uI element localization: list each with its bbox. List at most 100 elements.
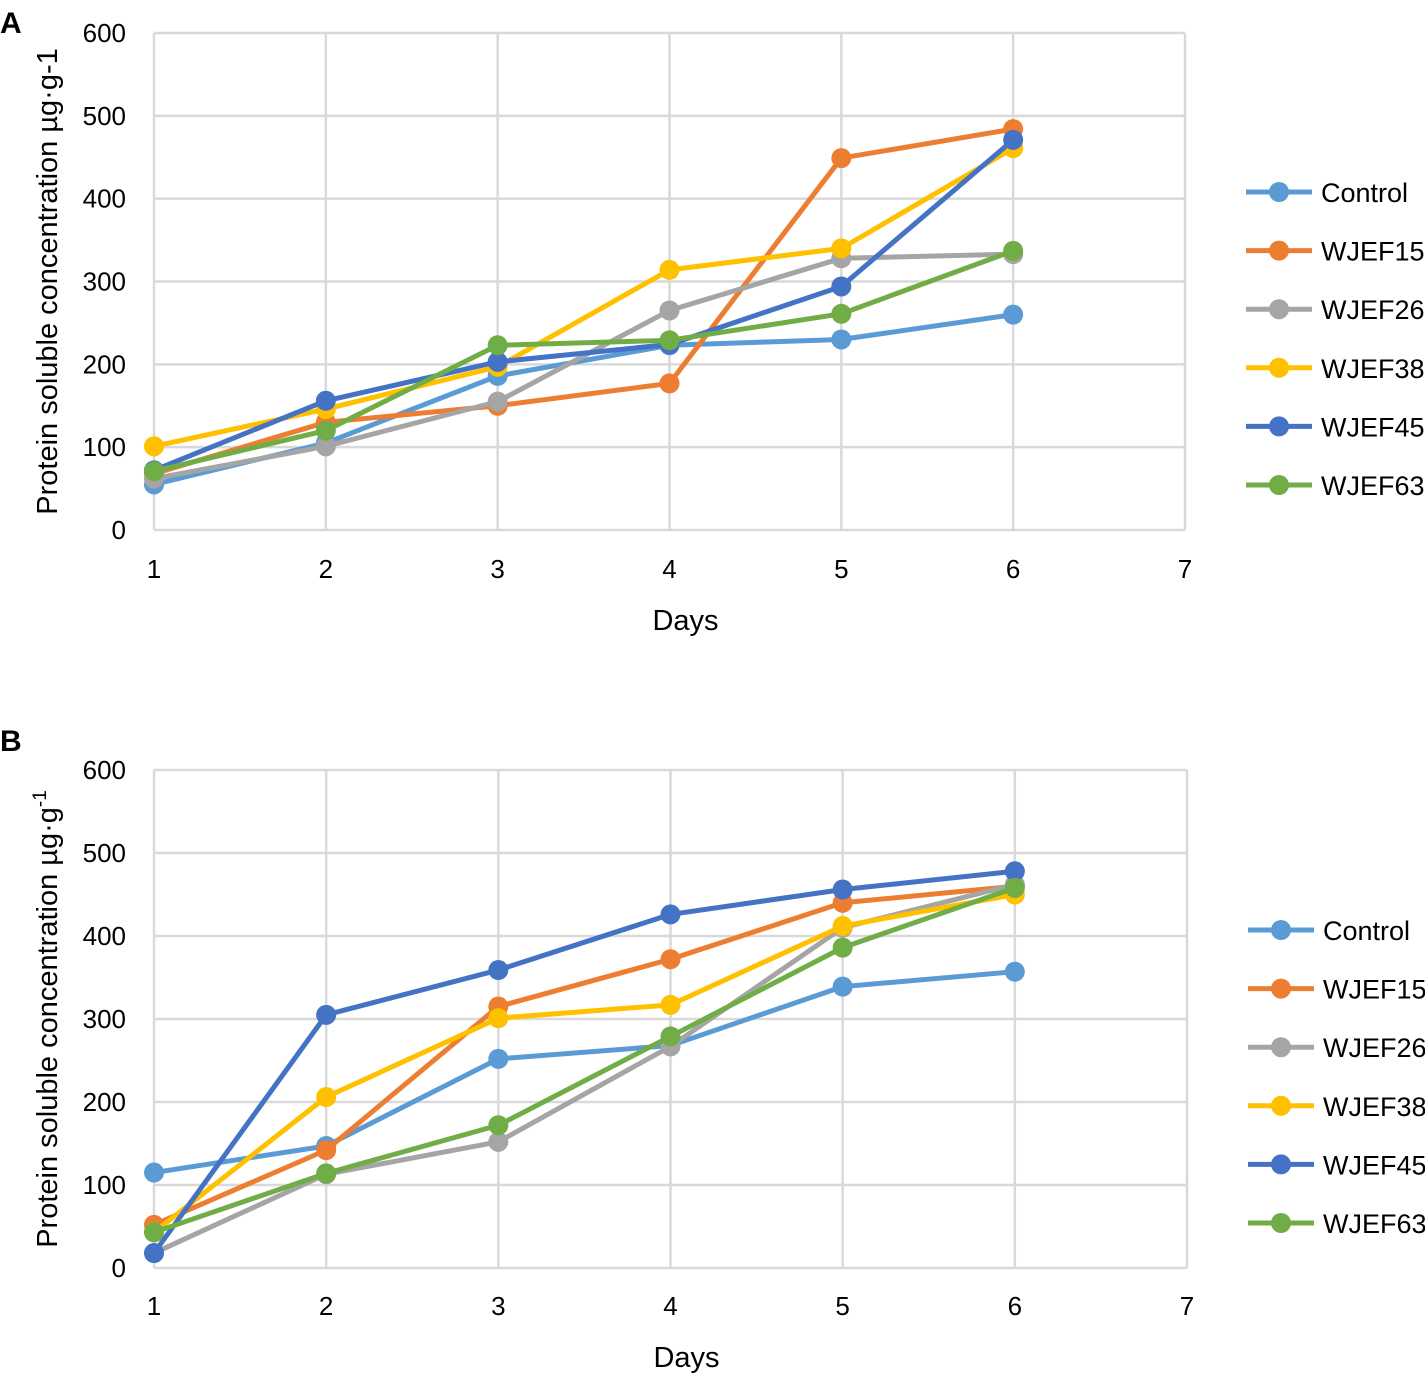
legend-item: Control bbox=[1246, 178, 1408, 208]
y-axis-label-superscript: -1 bbox=[30, 790, 51, 807]
data-point bbox=[315, 390, 336, 411]
x-tick-label: 6 bbox=[1006, 554, 1020, 584]
legend-item: WJEF63 bbox=[1248, 1209, 1425, 1239]
series-wjef45 bbox=[144, 861, 1025, 1264]
x-tick-label: 3 bbox=[491, 1291, 505, 1321]
data-point bbox=[487, 391, 508, 412]
legend-label: WJEF15 bbox=[1323, 975, 1425, 1005]
legend-marker bbox=[1269, 416, 1289, 437]
legend-marker bbox=[1269, 182, 1289, 202]
legend-item: WJEF63 bbox=[1246, 471, 1425, 501]
legend-marker bbox=[1271, 978, 1291, 999]
legend-label: Control bbox=[1321, 178, 1408, 208]
x-tick-label: 7 bbox=[1180, 1291, 1194, 1321]
y-tick-label: 0 bbox=[112, 515, 126, 545]
data-point bbox=[659, 300, 680, 321]
data-point bbox=[1003, 304, 1024, 325]
series-wjef63 bbox=[144, 240, 1024, 482]
data-point bbox=[659, 330, 680, 351]
y-tick-label: 600 bbox=[83, 18, 126, 48]
series-line bbox=[151, 892, 1018, 1235]
legend-item: WJEF26 bbox=[1248, 1033, 1425, 1063]
data-point bbox=[659, 373, 680, 394]
data-point bbox=[316, 1163, 337, 1184]
legend-marker bbox=[1271, 1037, 1291, 1058]
data-point bbox=[487, 351, 508, 372]
legend-label: WJEF45 bbox=[1321, 412, 1425, 442]
series-control bbox=[144, 304, 1024, 495]
data-point bbox=[488, 960, 509, 981]
legend-marker bbox=[1271, 1095, 1291, 1116]
x-tick-label: 3 bbox=[490, 554, 504, 584]
legend-item: WJEF38 bbox=[1248, 1092, 1425, 1122]
data-point bbox=[1003, 240, 1024, 261]
y-tick-label: 500 bbox=[83, 101, 126, 131]
y-tick-label: 200 bbox=[83, 349, 126, 379]
data-point bbox=[316, 1140, 337, 1161]
legend-label: WJEF15 bbox=[1321, 237, 1425, 267]
data-point bbox=[832, 879, 853, 900]
legend-item: WJEF15 bbox=[1248, 975, 1425, 1005]
y-tick-label: 100 bbox=[83, 432, 126, 462]
x-tick-label: 6 bbox=[1008, 1291, 1022, 1321]
data-point bbox=[831, 303, 852, 324]
data-point bbox=[144, 1162, 164, 1183]
data-point bbox=[316, 1004, 337, 1025]
legend-marker bbox=[1269, 240, 1289, 261]
data-point bbox=[488, 1115, 509, 1136]
legend: Control WJEF15 WJEF26 WJEF38 WJEF45 WJEF63 bbox=[1246, 178, 1425, 501]
data-point bbox=[316, 1087, 337, 1108]
series-line bbox=[151, 885, 1018, 1235]
data-point bbox=[144, 1222, 164, 1243]
series-control bbox=[144, 961, 1025, 1183]
panel-label: B bbox=[0, 725, 22, 758]
data-point bbox=[1004, 861, 1025, 882]
chart-panel-a: A 0 100 200 300 400 500 600 1 2 3 4 5 6 7 Days Protein s… bbox=[0, 7, 1425, 637]
x-tick-label: 1 bbox=[147, 1291, 161, 1321]
data-point bbox=[832, 976, 853, 997]
legend-item: WJEF38 bbox=[1246, 354, 1425, 384]
data-point bbox=[831, 238, 852, 259]
data-point bbox=[488, 1131, 509, 1152]
x-axis-label: Days bbox=[653, 1342, 719, 1374]
y-axis-label: Protein soluble concentration µg·g-1 bbox=[30, 790, 64, 1248]
y-tick-label: 400 bbox=[83, 921, 126, 951]
legend-item: WJEF15 bbox=[1246, 237, 1425, 267]
y-tick-label: 300 bbox=[83, 1004, 126, 1034]
y-tick-label: 100 bbox=[83, 1170, 126, 1200]
legend-label: WJEF63 bbox=[1323, 1209, 1425, 1239]
x-tick-label: 4 bbox=[663, 1291, 677, 1321]
x-tick-label: 7 bbox=[1178, 554, 1192, 584]
data-point bbox=[831, 148, 852, 169]
legend-label: WJEF26 bbox=[1321, 295, 1425, 325]
chart-panel-b: B 0 100 200 300 400 500 600 1 2 3 4 5 6 7 Days Protein s… bbox=[0, 725, 1425, 1374]
series-line bbox=[151, 868, 1018, 1256]
data-point bbox=[144, 436, 164, 457]
data-point bbox=[660, 904, 681, 925]
series-line bbox=[151, 251, 1016, 482]
legend-marker bbox=[1271, 1154, 1291, 1175]
legend: Control WJEF15 WJEF26 WJEF38 WJEF45 WJEF63 bbox=[1248, 916, 1425, 1239]
y-tick-label: 200 bbox=[83, 1087, 126, 1117]
data-point bbox=[832, 916, 853, 937]
legend-marker bbox=[1269, 299, 1289, 320]
series-line bbox=[151, 883, 1018, 1228]
legend-item: WJEF26 bbox=[1246, 295, 1425, 325]
data-point bbox=[831, 276, 852, 297]
y-tick-label: 500 bbox=[83, 838, 126, 868]
y-tick-label: 600 bbox=[83, 755, 126, 785]
legend-label: WJEF63 bbox=[1321, 471, 1425, 501]
data-point bbox=[144, 1243, 164, 1264]
data-point bbox=[488, 1048, 509, 1069]
x-tick-label: 2 bbox=[319, 1291, 333, 1321]
data-point bbox=[1004, 877, 1025, 898]
panel-label: A bbox=[0, 7, 22, 40]
data-point bbox=[660, 1026, 681, 1047]
legend-item: WJEF45 bbox=[1248, 1150, 1425, 1180]
data-point bbox=[659, 259, 680, 280]
series-line bbox=[151, 137, 1016, 473]
legend-marker bbox=[1269, 357, 1289, 378]
series-line bbox=[151, 145, 1016, 449]
legend-item: WJEF45 bbox=[1246, 412, 1425, 442]
